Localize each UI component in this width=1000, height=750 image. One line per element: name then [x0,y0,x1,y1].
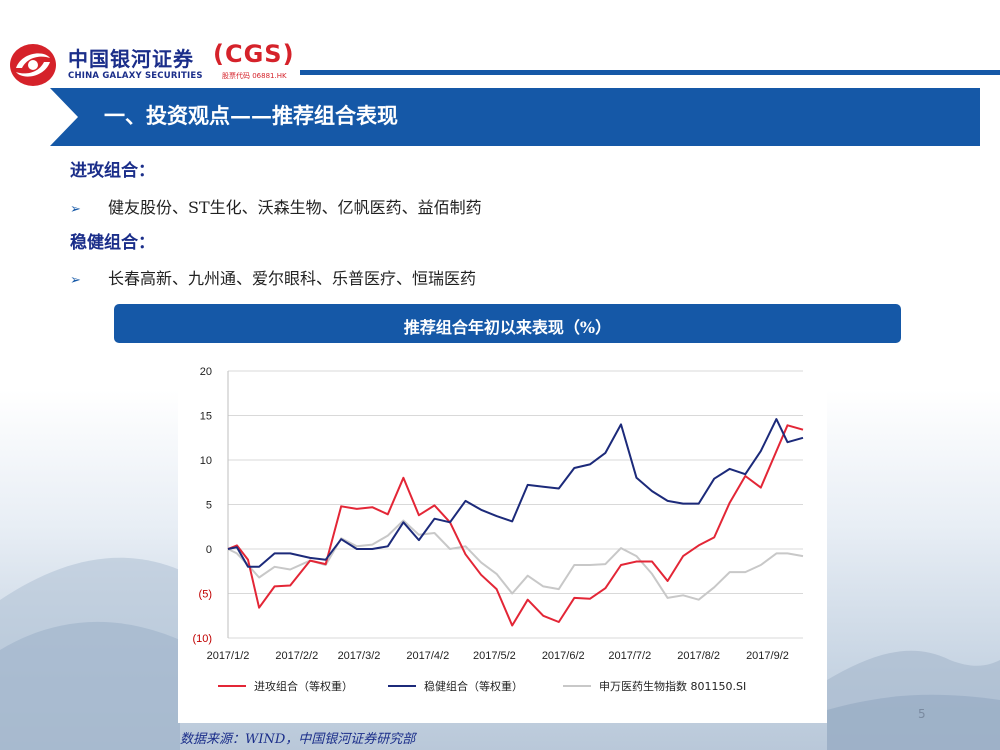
series-line-0 [227,424,804,627]
header-rule [300,70,1000,75]
x-tick-label: 2017/5/2 [473,650,516,662]
bullet-arrow-icon: ➢ [70,273,81,288]
banner-title: 一、投资观点——推荐组合表现 [104,103,398,128]
chart-panel: 20 15 10 5 0 (5) (10) 2017/1/2 2017/2/2 2017/3/2 2… [178,358,827,723]
y-tick-label: 0 [206,544,212,556]
y-tick-label: (10) [192,633,212,645]
logo-english-name: CHINA GALAXY SECURITIES [68,71,203,81]
x-tick-label: 2017/9/2 [746,650,789,662]
banner-arrow-wedge [50,88,88,146]
x-tick-label: 2017/7/2 [608,650,651,662]
chart-header-bar: 推荐组合年初以来表现（%） [114,304,901,343]
x-tick-label: 2017/2/2 [275,650,318,662]
aggressive-portfolio-bullet: ➢ 健友股份、ST生化、沃森生物、亿帆医药、益佰制药 [70,194,482,218]
galaxy-logo-icon [10,44,56,86]
x-tick-label: 2017/6/2 [542,650,585,662]
y-tick-label: (5) [199,589,212,601]
x-tick-label: 2017/1/2 [207,650,250,662]
series-line-1 [227,418,804,568]
line-chart: 20 15 10 5 0 (5) (10) 2017/1/2 2017/2/2 2017/3/2 2… [192,366,804,693]
logo-chinese-name: 中国银河证券 [68,47,194,71]
y-tick-label: 20 [200,366,212,378]
y-tick-label: 5 [206,500,212,512]
aggressive-portfolio-stocks: 健友股份、ST生化、沃森生物、亿帆医药、益佰制药 [108,198,482,217]
y-tick-label: 15 [200,411,212,423]
y-tick-label: 10 [200,455,212,467]
page-number: 5 [918,707,926,721]
x-tick-label: 2017/3/2 [338,650,381,662]
data-source: 数据来源：WIND，中国银河证券研究部 [180,732,416,747]
x-tick-label: 2017/4/2 [406,650,449,662]
logo-cgs: (CGS) [213,40,295,68]
logo-stock-code: 股票代码 06881.HK [222,72,287,80]
legend-label: 申万医药生物指数 801150.SI [599,679,746,693]
steady-portfolio-bullet: ➢ 长春高新、九州通、爱尔眼科、乐普医疗、恒瑞医药 [70,265,476,289]
x-tick-label: 2017/8/2 [677,650,720,662]
steady-portfolio-heading: 稳健组合： [70,233,155,253]
legend-label: 进攻组合（等权重） [254,679,353,693]
bullet-arrow-icon: ➢ [70,202,81,217]
legend-label: 稳健组合（等权重） [424,679,523,693]
chart-header-title: 推荐组合年初以来表现（%） [403,318,612,337]
section-banner [50,88,980,146]
company-logo: 中国银河证券 (CGS) CHINA GALAXY SECURITIES 股票代… [6,40,306,88]
aggressive-portfolio-heading: 进攻组合： [70,161,155,181]
steady-portfolio-stocks: 长春高新、九州通、爱尔眼科、乐普医疗、恒瑞医药 [108,269,477,288]
